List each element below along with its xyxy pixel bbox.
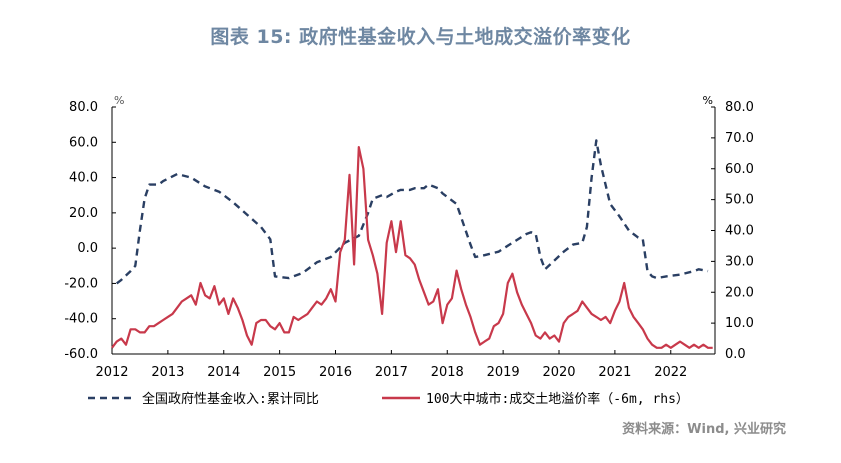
legend-label-1: 全国政府性基金收入:累计同比 (142, 391, 319, 407)
y-right-unit: % (703, 94, 713, 107)
y-right-tick-label: 70.0 (725, 131, 754, 146)
y-right-tick-label: 80.0 (725, 100, 754, 115)
y-left-tick-label: 60.0 (69, 135, 98, 150)
y-left-tick-label: 0.0 (77, 241, 98, 256)
x-tick-label: 2019 (487, 365, 520, 380)
series-line-2 (111, 146, 713, 349)
y-right-tick-label: 20.0 (725, 285, 754, 300)
y-left-tick-label: 40.0 (69, 171, 98, 186)
x-tick-label: 2016 (319, 365, 352, 380)
axes: -60.0 -40.0 -20.0 0.0 20.0 40.0 60.0 80.0 0.0 10.… (64, 94, 754, 380)
y-right-tick-label: 0.0 (725, 347, 746, 362)
series-line-1 (115, 139, 709, 285)
x-tick-label: 2012 (95, 365, 128, 380)
y-right-tick-label: 50.0 (725, 193, 754, 208)
x-tick-label: 2017 (375, 365, 408, 380)
y-right-tick-label: 30.0 (725, 254, 754, 269)
y-right-tick-label: 10.0 (725, 316, 754, 331)
chart-title: 图表 15: 政府性基金收入与土地成交溢价率变化 (210, 26, 631, 48)
legend: 全国政府性基金收入:累计同比 100大中城市:成交土地溢价率（-6m, rhs） (88, 391, 689, 407)
y-left-tick-label: -40.0 (64, 312, 98, 327)
y-left-tick-label: -60.0 (64, 347, 98, 362)
x-tick-label: 2018 (431, 365, 464, 380)
source-note: 资料来源：Wind, 兴业研究 (622, 422, 786, 437)
legend-label-2: 100大中城市:成交土地溢价率（-6m, rhs） (426, 391, 689, 407)
y-left-tick-label: 80.0 (69, 100, 98, 115)
x-tick-label: 2014 (207, 365, 240, 380)
y-right-tick-label: 60.0 (725, 162, 754, 177)
y-left-tick-label: 20.0 (69, 206, 98, 221)
y-left-tick-label: -20.0 (64, 276, 98, 291)
x-tick-label: 2013 (151, 365, 184, 380)
y-right-tick-label: 40.0 (725, 224, 754, 239)
series-lines (111, 139, 713, 349)
x-tick-label: 2021 (598, 365, 631, 380)
x-tick-label: 2015 (263, 365, 296, 380)
x-tick-label: 2022 (654, 365, 687, 380)
y-left-unit: % (114, 94, 124, 107)
x-tick-label: 2020 (542, 365, 575, 380)
